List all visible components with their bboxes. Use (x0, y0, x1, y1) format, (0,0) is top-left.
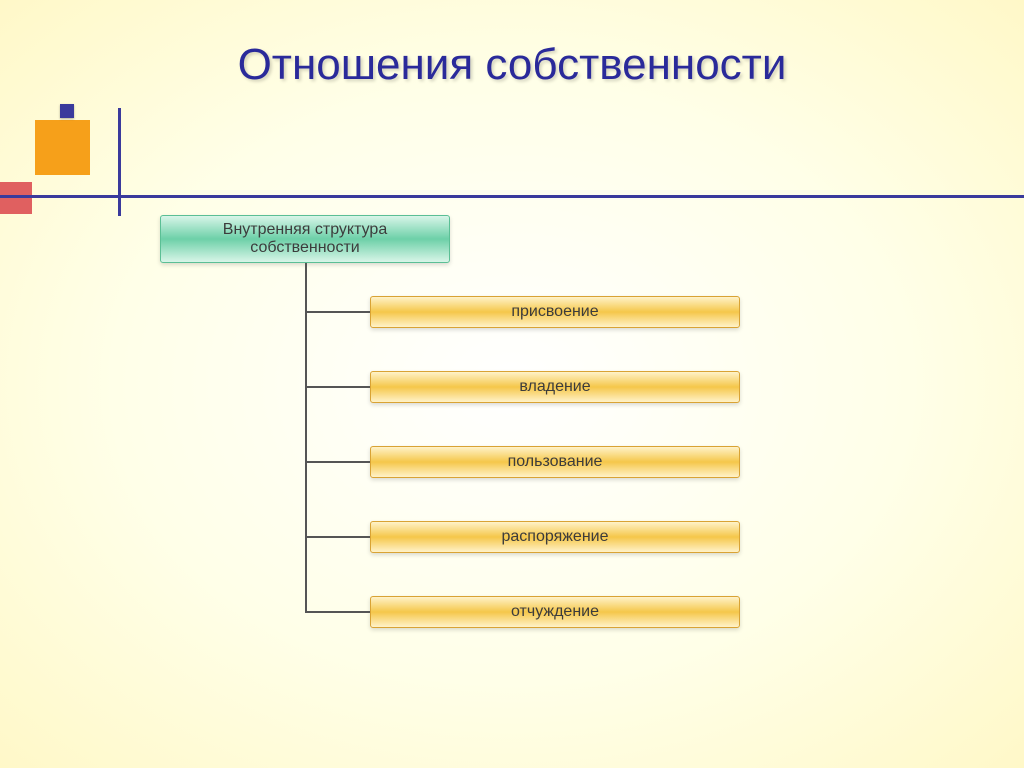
connector-branch (305, 536, 370, 538)
child-node: распоряжение (370, 521, 740, 553)
decor-red-square (0, 182, 32, 214)
page-title: Отношения собственности (0, 40, 1024, 90)
decor-blue-vertical (118, 108, 121, 216)
decor-orange-square (35, 120, 90, 175)
decor-bullet (60, 104, 74, 118)
child-node: пользование (370, 446, 740, 478)
connector-branch (305, 461, 370, 463)
parent-node: Внутренняя структура собственности (160, 215, 450, 263)
connector-branch (305, 611, 370, 613)
connector-trunk (305, 263, 307, 612)
connector-branch (305, 311, 370, 313)
child-node: владение (370, 371, 740, 403)
child-node: отчуждение (370, 596, 740, 628)
child-node: присвоение (370, 296, 740, 328)
connector-branch (305, 386, 370, 388)
decor-blue-horizontal (0, 195, 1024, 198)
